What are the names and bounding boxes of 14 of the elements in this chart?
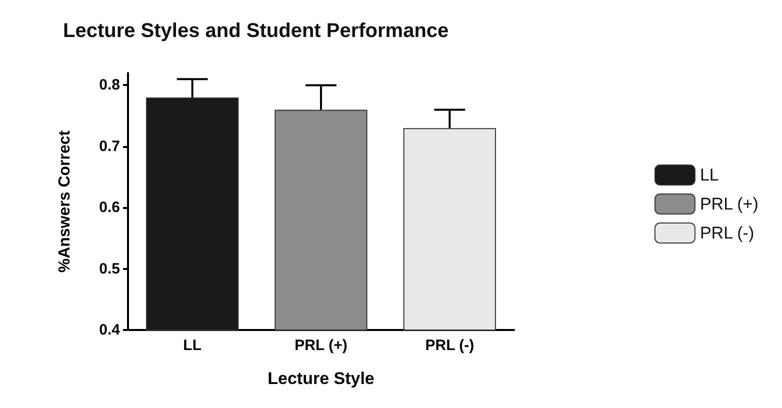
y-tick-label: 0.4 <box>99 322 121 338</box>
x-tick-label: LL <box>183 337 202 354</box>
x-tick-label: PRL (+) <box>294 337 348 354</box>
y-tick-label: 0.8 <box>99 76 120 94</box>
legend-label: PRL (-) <box>700 224 754 242</box>
y-tick-label: 0.7 <box>99 138 120 155</box>
legend-label: LL <box>700 166 719 184</box>
y-tick-label: 0.6 <box>99 199 120 216</box>
x-axis-title: Lecture Style <box>268 369 374 388</box>
chart-title: Lecture Styles and Student Performance <box>63 20 449 42</box>
legend-label: PRL (+) <box>700 194 758 214</box>
y-tick-label: 0.5 <box>99 260 120 278</box>
x-tick-label: PRL (-) <box>425 337 474 354</box>
y-axis-title: %Answers Correct <box>56 130 74 273</box>
